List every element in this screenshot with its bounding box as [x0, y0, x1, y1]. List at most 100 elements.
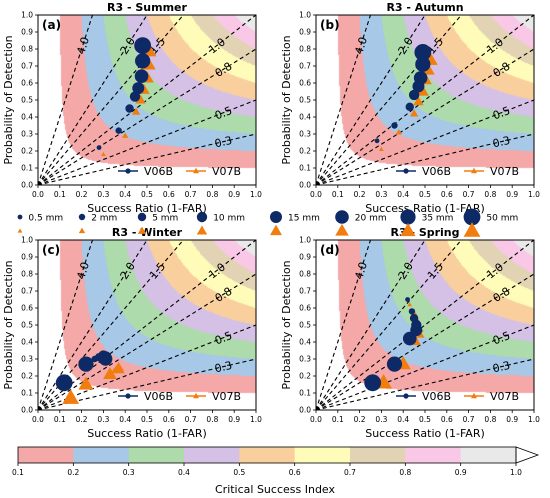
- threshold-label: 10 mm: [213, 214, 245, 224]
- series-legend: V06B V07B: [396, 165, 519, 178]
- bias-label: 0.5: [491, 104, 512, 122]
- chart-title: R3 - Autumn: [386, 1, 463, 14]
- x-tick-label: 0.5: [141, 190, 153, 199]
- legend-label-v07b: V07B: [212, 165, 241, 178]
- x-tick-label: 0.9: [228, 415, 240, 424]
- y-tick-label: 0.5: [299, 321, 311, 330]
- y-tick-label: 0.0: [299, 406, 311, 415]
- threshold-label: 35 mm: [422, 214, 454, 224]
- chart-panel: 4.0 2.0 1.5 1.00.80.50.30.0 0.1 0.2 0.3 0.4 0.5 0…: [2, 226, 262, 440]
- x-tick-label: 0.4: [397, 415, 409, 424]
- v07b-point: [395, 128, 403, 135]
- v06b-point: [55, 374, 73, 392]
- threshold-marker-v06b: [196, 211, 208, 223]
- x-tick-label: 0.0: [32, 190, 44, 199]
- v06b-point: [135, 53, 151, 69]
- threshold-marker-v07b: [335, 223, 349, 236]
- x-tick-label: 1.0: [528, 190, 540, 199]
- y-tick-label: 0.5: [21, 96, 33, 105]
- colorbar-tick-label: 0.6: [289, 468, 301, 477]
- data-points: [364, 297, 425, 392]
- v07b-point: [407, 302, 413, 307]
- colorbar: 0.1 0.2 0.3 0.4 0.5 0.6 0.7 0.8 0.9 1.0 Critical S…: [12, 446, 540, 496]
- bias-label: 0.3: [213, 134, 233, 151]
- chart-panel: 4.0 2.0 1.5 1.00.80.50.30.0 0.1 0.2 0.3 0.4 0.5 0…: [280, 226, 540, 440]
- colorbar-tick-label: 0.2: [67, 468, 79, 477]
- v06b-point: [391, 122, 398, 129]
- y-tick-label: 0.9: [299, 253, 311, 262]
- threshold-marker-v07b: [196, 225, 208, 235]
- x-tick-label: 0.6: [441, 415, 453, 424]
- x-tick-label: 0.4: [119, 415, 131, 424]
- x-tick-label: 0.5: [141, 415, 153, 424]
- y-tick-label: 0.5: [299, 96, 311, 105]
- chart-title: R3 - Summer: [107, 1, 187, 14]
- x-tick-label: 0.9: [506, 190, 518, 199]
- csi-background: [316, 15, 534, 185]
- chart-title: R3 - Spring: [390, 226, 459, 239]
- v07b-point: [62, 389, 80, 404]
- x-tick-label: 0.1: [332, 190, 344, 199]
- x-tick-label: 0.7: [463, 190, 475, 199]
- colorbar-tick-label: 0.4: [178, 468, 190, 477]
- threshold-marker-v06b: [137, 212, 147, 222]
- bias-line: [38, 15, 148, 185]
- panel-label: (b): [320, 18, 340, 32]
- y-tick-label: 0.0: [21, 181, 33, 190]
- v07b-point: [131, 107, 141, 115]
- v06b-point: [408, 308, 416, 315]
- y-tick-label: 0.5: [21, 321, 33, 330]
- v06b-point: [409, 314, 419, 323]
- colorbar-extend-arrow: [515, 446, 540, 464]
- x-tick-label: 0.8: [206, 415, 218, 424]
- v07b-point: [111, 367, 118, 374]
- v06b-point: [408, 89, 420, 101]
- bias-line: [316, 240, 426, 410]
- colorbar-segment: [350, 447, 406, 463]
- colorbar-segment: [239, 447, 296, 463]
- v06b-point: [134, 69, 149, 83]
- y-tick-label: 0.1: [299, 389, 311, 398]
- colorbar-tick-label: 0.3: [123, 468, 135, 477]
- y-tick-label: 0.1: [21, 389, 33, 398]
- legend-marker-v06b: [403, 393, 409, 399]
- series-legend: V06B V07B: [118, 165, 241, 178]
- threshold-marker-v06b: [270, 211, 282, 223]
- y-tick-label: 1.0: [21, 11, 33, 20]
- y-axis-label: Probability of Detection: [2, 35, 15, 164]
- bias-line: [38, 48, 256, 185]
- legend-label-v07b: V07B: [490, 165, 519, 178]
- y-tick-label: 0.2: [21, 372, 33, 381]
- x-tick-label: 0.6: [441, 190, 453, 199]
- bias-line: [316, 15, 462, 185]
- y-tick-label: 0.9: [21, 253, 33, 262]
- threshold-marker-v07b: [17, 228, 23, 233]
- csi-background: [316, 240, 534, 410]
- v06b-point: [129, 91, 141, 102]
- v06b-point: [125, 104, 134, 113]
- x-tick-label: 0.8: [206, 190, 218, 199]
- y-tick-label: 0.2: [21, 147, 33, 156]
- y-tick-label: 0.4: [299, 338, 311, 347]
- bias-line: [316, 273, 534, 410]
- x-tick-label: 0.7: [185, 415, 197, 424]
- colorbar-segment: [460, 447, 517, 463]
- legend-marker-v06b: [125, 168, 131, 174]
- y-tick-label: 0.3: [299, 130, 311, 139]
- bias-label: 0.3: [491, 134, 511, 151]
- v06b-point: [374, 138, 380, 144]
- bias-label: 4.0: [74, 260, 92, 281]
- bias-line: [38, 15, 94, 185]
- bias-label: 4.0: [74, 35, 92, 56]
- csi-background: [38, 240, 256, 410]
- x-tick-label: 0.7: [463, 415, 475, 424]
- x-tick-label: 0.5: [419, 415, 431, 424]
- v07b-point: [413, 96, 424, 106]
- x-tick-label: 0.0: [310, 190, 322, 199]
- threshold-label: 50 mm: [486, 214, 518, 224]
- bias-label: 4.0: [352, 260, 370, 281]
- x-tick-label: 0.6: [163, 415, 175, 424]
- v07b-point: [379, 146, 384, 151]
- x-tick-label: 0.7: [185, 190, 197, 199]
